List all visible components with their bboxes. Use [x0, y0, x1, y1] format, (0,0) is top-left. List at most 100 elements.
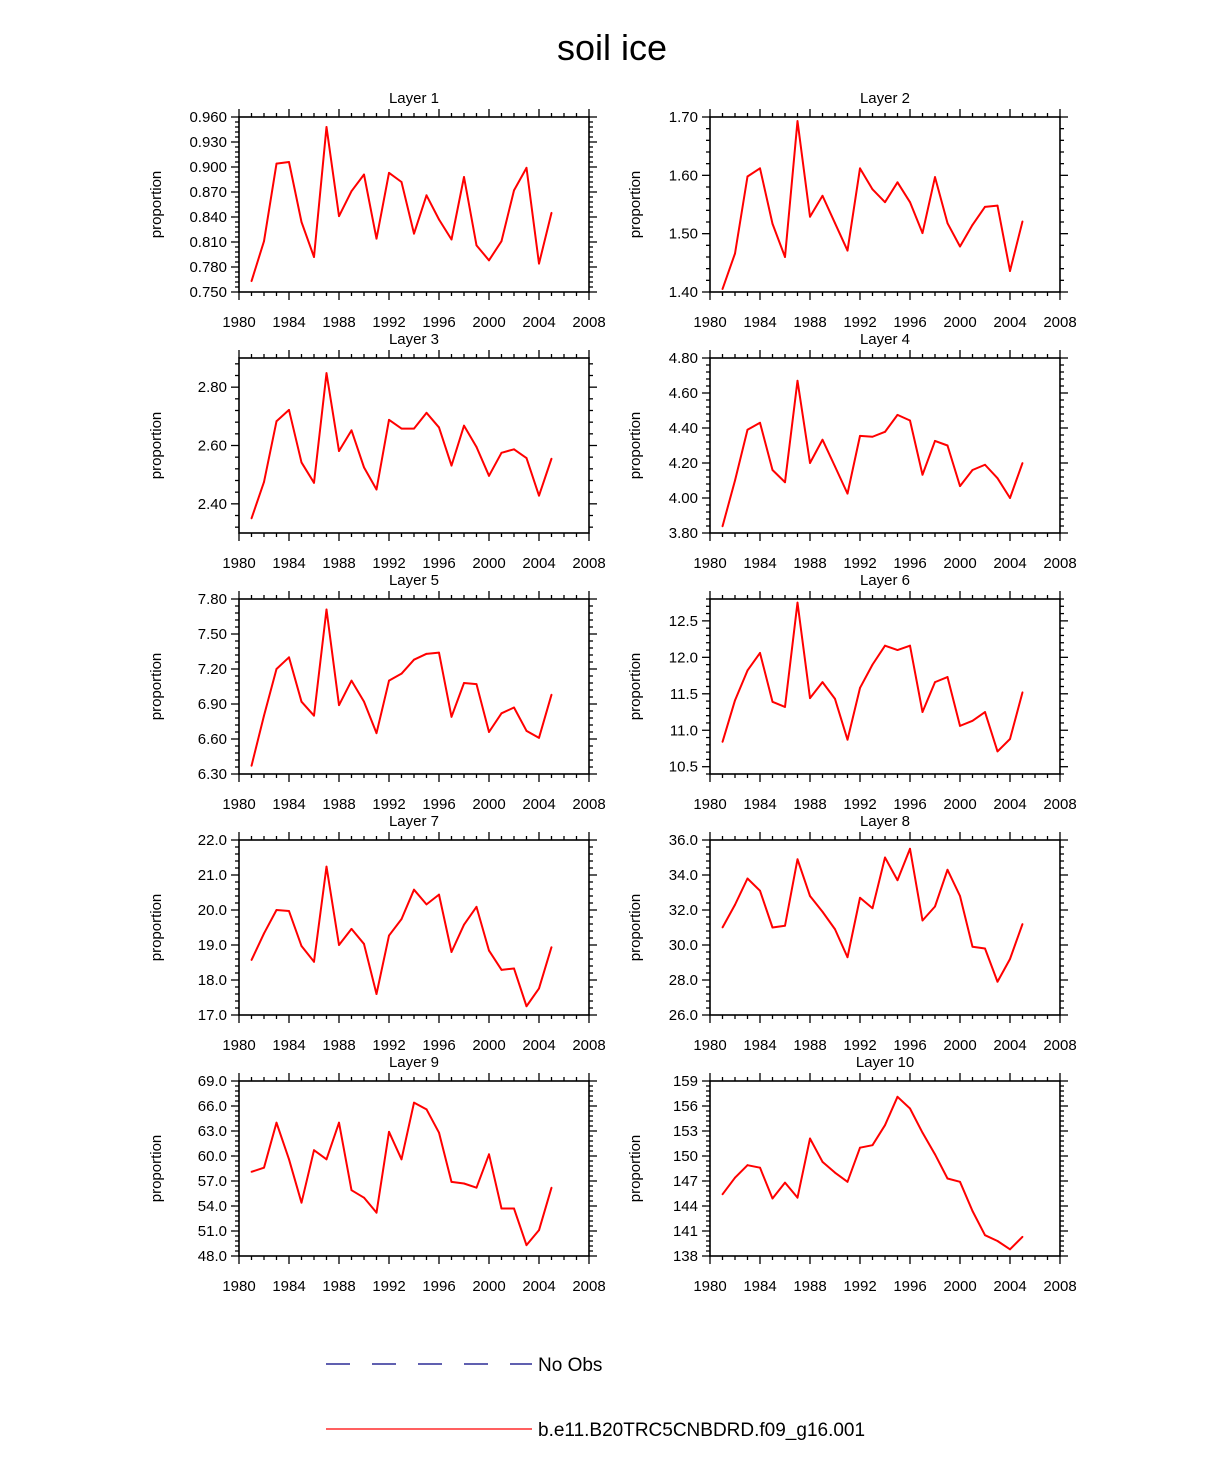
data-point: [846, 738, 849, 741]
x-tick-label: 1988: [322, 1278, 355, 1295]
y-tick-label: 144: [673, 1198, 698, 1215]
y-tick-label: 156: [673, 1098, 698, 1115]
x-tick-label: 2008: [572, 1037, 605, 1054]
x-tick-label: 1980: [222, 314, 255, 331]
data-point: [1021, 923, 1024, 925]
series-line-layer-2: [721, 120, 1024, 290]
data-point: [288, 1158, 290, 1161]
data-point: [984, 711, 986, 713]
x-tick-label: 2008: [572, 555, 605, 572]
y-tick-label: 159: [673, 1073, 698, 1090]
data-point: [363, 466, 365, 469]
panel-title-layer-9: Layer 9: [389, 1054, 439, 1071]
x-tick-label: 2004: [522, 314, 555, 331]
data-point: [821, 681, 824, 684]
data-point: [859, 1146, 861, 1149]
x-tick-label: 2004: [993, 1278, 1026, 1295]
x-tick-label: 1984: [272, 555, 305, 572]
data-point: [288, 656, 290, 659]
legend-series-label: b.e11.B20TRC5CNBDRD.f09_g16.001: [538, 1420, 865, 1441]
data-point: [921, 919, 924, 922]
series-line-layer-4: [721, 379, 1024, 527]
x-tick-label: 2004: [522, 1278, 555, 1295]
data-point: [946, 444, 949, 447]
y-tick-label: 6.60: [198, 731, 227, 748]
x-tick-label: 1980: [222, 796, 255, 813]
data-point: [871, 435, 874, 438]
x-tick-label: 1980: [693, 796, 726, 813]
data-point: [275, 909, 278, 911]
data-point: [796, 601, 799, 604]
y-tick-label: 4.60: [669, 385, 698, 402]
x-tick-label: 1988: [322, 314, 355, 331]
data-point: [325, 1158, 328, 1161]
series-line-layer-1: [250, 126, 553, 282]
data-point: [300, 461, 303, 464]
data-point: [909, 201, 911, 204]
data-point: [896, 1095, 899, 1098]
x-tick-label: 2004: [522, 555, 555, 572]
data-point: [996, 204, 999, 207]
data-point: [759, 167, 761, 170]
data-point: [1021, 462, 1024, 464]
y-tick-label: 26.0: [669, 1007, 698, 1024]
legend-no-obs-label: No Obs: [538, 1355, 602, 1376]
data-point: [784, 256, 786, 258]
y-axis-label-layer-10: proportion: [627, 1135, 644, 1203]
plot-frame-layer-5: [238, 598, 590, 775]
x-tick-label: 1996: [422, 1278, 455, 1295]
plot-frame-layer-7: [238, 839, 590, 1016]
y-tick-label: 12.5: [669, 613, 698, 630]
x-tick-label: 1988: [322, 796, 355, 813]
panel-title-layer-4: Layer 4: [860, 331, 910, 348]
y-tick-label: 7.20: [198, 661, 227, 678]
y-axis-label-layer-9: proportion: [148, 1135, 165, 1203]
data-point: [971, 945, 974, 948]
data-point: [413, 658, 415, 661]
data-point: [934, 905, 936, 908]
panel-title-layer-5: Layer 5: [389, 572, 439, 589]
data-point: [550, 1186, 553, 1189]
y-tick-label: 17.0: [198, 1007, 227, 1024]
figure-title: soil ice: [557, 27, 667, 68]
plot-frame-layer-10: [709, 1080, 1061, 1257]
x-tick-label: 1980: [693, 314, 726, 331]
data-point: [550, 946, 553, 948]
data-point: [896, 879, 899, 882]
data-point: [313, 481, 315, 484]
x-tick-label: 1996: [422, 314, 455, 331]
x-tick-label: 1980: [222, 1278, 255, 1295]
data-point: [884, 1124, 886, 1127]
data-point: [438, 218, 440, 221]
data-point: [971, 469, 974, 471]
x-tick-label: 2004: [993, 1037, 1026, 1054]
x-tick-label: 2008: [572, 796, 605, 813]
data-point: [550, 211, 553, 214]
data-point: [1009, 270, 1011, 272]
data-point: [250, 959, 253, 961]
x-tick-label: 1984: [743, 1037, 776, 1054]
data-point: [400, 181, 403, 183]
y-tick-label: 0.900: [189, 159, 227, 176]
data-point: [821, 1160, 824, 1163]
y-tick-label: 3.80: [669, 525, 698, 542]
data-point: [400, 1158, 403, 1161]
y-tick-label: 2.80: [198, 379, 227, 396]
data-point: [871, 1144, 874, 1147]
data-point: [946, 676, 949, 678]
data-point: [513, 1207, 515, 1210]
y-tick-label: 0.780: [189, 259, 227, 276]
data-point: [500, 1207, 503, 1210]
x-tick-label: 1988: [322, 555, 355, 572]
data-point: [313, 714, 315, 717]
x-tick-label: 2000: [472, 1278, 505, 1295]
x-tick-label: 1980: [693, 1037, 726, 1054]
data-point: [909, 847, 911, 850]
data-point: [363, 1196, 365, 1199]
x-tick-label: 2008: [1043, 1037, 1076, 1054]
x-tick-label: 1996: [893, 1278, 926, 1295]
data-point: [288, 910, 290, 912]
data-point: [846, 1180, 849, 1183]
data-point: [984, 947, 986, 950]
panel-layer-2: Layer 2 1980 1984 1988 1992 1996 2000 2004 2008 1…: [627, 90, 1077, 331]
